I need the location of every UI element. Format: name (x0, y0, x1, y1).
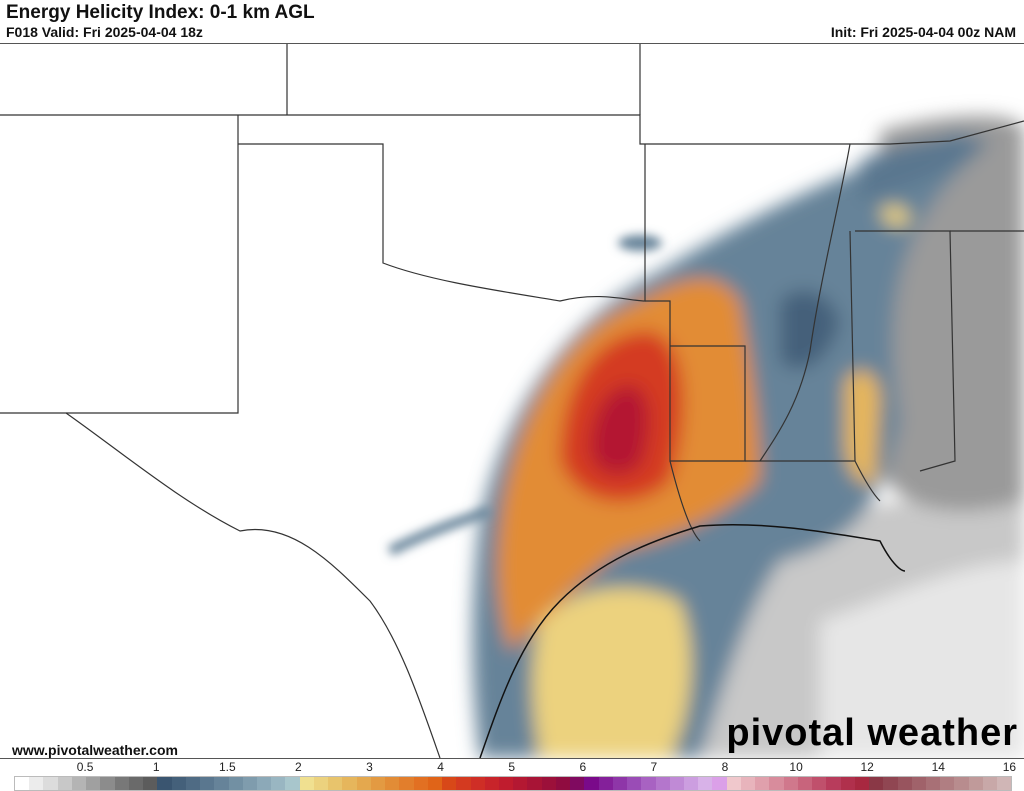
colorbar-cell (256, 777, 272, 790)
colorbar-cell (555, 777, 571, 790)
coastline (479, 523, 906, 758)
colorbar-cell (840, 777, 855, 790)
colorbar (14, 776, 1012, 791)
map-title: Energy Helicity Index: 0-1 km AGL (6, 2, 315, 23)
colorbar-cell (612, 777, 628, 790)
colorbar-cell (385, 777, 400, 790)
colorbar-tick-label: 2 (295, 760, 302, 774)
colorbar-cell (869, 777, 884, 790)
colorbar-cell (797, 777, 813, 790)
weather-map[interactable] (0, 43, 1024, 759)
colorbar-cell (570, 777, 585, 790)
colorbar-cell (854, 777, 870, 790)
colorbar-cell (328, 777, 343, 790)
colorbar-cell (698, 777, 713, 790)
colorbar-cell (755, 777, 770, 790)
colorbar-tick-label: 4 (437, 760, 444, 774)
colorbar-cell (29, 777, 44, 790)
colorbar-cell (470, 777, 485, 790)
colorbar-cell (442, 777, 457, 790)
colorbar-cell (356, 777, 371, 790)
colorbar-cell (200, 777, 215, 790)
colorbar-cell (997, 777, 1012, 790)
colorbar-ticks: 0.5 1 1.5 2 3 4 5 6 7 8 10 12 14 16 (0, 760, 1024, 776)
colorbar-cell (228, 777, 243, 790)
colorbar-cell (399, 777, 414, 790)
colorbar-tick-label: 5 (508, 760, 516, 774)
colorbar-cell (641, 777, 656, 790)
colorbar-cell (271, 777, 286, 790)
colorbar-cell (71, 777, 87, 790)
colorbar-cell (313, 777, 329, 790)
colorbar-cell (726, 777, 741, 790)
colorbar-cell (527, 777, 542, 790)
colorbar-cell (655, 777, 670, 790)
colorbar-tick-label: 3 (366, 760, 373, 774)
colorbar-cell (242, 777, 257, 790)
colorbar-cell (214, 777, 229, 790)
colorbar-cell (669, 777, 685, 790)
valid-time: F018 Valid: Fri 2025-04-04 18z (6, 24, 203, 40)
colorbar-tick-label: 14 (931, 760, 945, 774)
colorbar-cell (498, 777, 514, 790)
colorbar-cell (584, 777, 599, 790)
colorbar-tick-label: 12 (860, 760, 874, 774)
colorbar-cell (157, 777, 172, 790)
colorbar-cell (456, 777, 471, 790)
colorbar-cell (86, 777, 101, 790)
colorbar-cell (897, 777, 912, 790)
colorbar-cell (769, 777, 784, 790)
colorbar-cell (598, 777, 613, 790)
colorbar-tick-label: 16 (1002, 760, 1017, 774)
pivotal-weather-logo: pivotal weather (726, 712, 1018, 754)
colorbar-cell (15, 777, 30, 790)
colorbar-cell (342, 777, 357, 790)
colorbar-cell (128, 777, 144, 790)
colorbar-cell (740, 777, 756, 790)
colorbar-cell (114, 777, 129, 790)
colorbar-cell (43, 777, 58, 790)
colorbar-cell (812, 777, 827, 790)
colorbar-cell (684, 777, 699, 790)
colorbar-tick-label: 10 (789, 760, 803, 774)
colorbar-cell (940, 777, 955, 790)
colorbar-cell (427, 777, 443, 790)
colorbar-cell (954, 777, 969, 790)
website-label: www.pivotalweather.com (12, 742, 178, 758)
colorbar-cell (541, 777, 556, 790)
ehi-field (472, 116, 1024, 758)
colorbar-cell (57, 777, 72, 790)
map-canvas (0, 44, 1024, 758)
colorbar-cell (926, 777, 941, 790)
colorbar-cell (299, 777, 314, 790)
init-time: Init: Fri 2025-04-04 00z NAM (830, 24, 1016, 40)
colorbar-tick-label: 1.5 (218, 760, 236, 774)
colorbar-cell (143, 777, 158, 790)
colorbar-cell (484, 777, 499, 790)
colorbar-cell (968, 777, 983, 790)
colorbar-cell (171, 777, 186, 790)
colorbar-cell (826, 777, 841, 790)
colorbar-cell (185, 777, 201, 790)
colorbar-tick-label: 6 (579, 760, 587, 774)
colorbar-tick-label: 0.5 (76, 760, 94, 774)
colorbar-tick-label: 1 (152, 760, 160, 774)
colorbar-cell (627, 777, 642, 790)
state-boundaries (0, 44, 1024, 758)
colorbar-cell (413, 777, 428, 790)
colorbar-cell (370, 777, 386, 790)
colorbar-tick-label: 8 (721, 760, 729, 774)
colorbar-cell (982, 777, 998, 790)
colorbar-cell (285, 777, 300, 790)
colorbar-cell (712, 777, 727, 790)
colorbar-cell (883, 777, 898, 790)
colorbar-cell (911, 777, 926, 790)
colorbar-cell (100, 777, 115, 790)
colorbar-tick-label: 7 (650, 760, 658, 774)
colorbar-cell (783, 777, 798, 790)
colorbar-cell (513, 777, 528, 790)
